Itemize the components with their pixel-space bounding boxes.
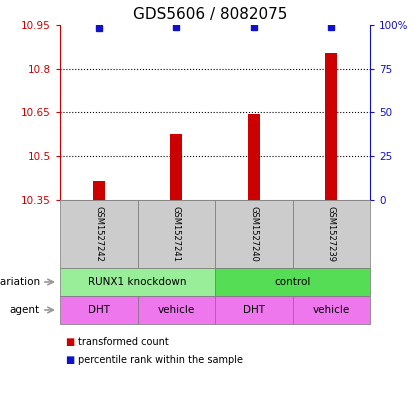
Text: GDS5606 / 8082075: GDS5606 / 8082075 <box>133 7 287 22</box>
Bar <box>326 53 337 200</box>
Text: control: control <box>274 277 311 287</box>
Text: vehicle: vehicle <box>312 305 350 315</box>
Text: GSM1527239: GSM1527239 <box>327 206 336 262</box>
Text: transformed count: transformed count <box>78 337 169 347</box>
Text: genotype/variation: genotype/variation <box>0 277 40 287</box>
Text: DHT: DHT <box>243 305 265 315</box>
Text: GSM1527241: GSM1527241 <box>172 206 181 262</box>
Bar <box>93 181 105 200</box>
Text: ■: ■ <box>65 337 74 347</box>
Text: ■: ■ <box>65 355 74 365</box>
Bar <box>171 134 182 200</box>
Bar <box>248 114 260 200</box>
Text: RUNX1 knockdown: RUNX1 knockdown <box>88 277 187 287</box>
Text: DHT: DHT <box>88 305 110 315</box>
Text: GSM1527240: GSM1527240 <box>249 206 258 262</box>
Text: GSM1527242: GSM1527242 <box>94 206 103 262</box>
Text: percentile rank within the sample: percentile rank within the sample <box>78 355 243 365</box>
Text: vehicle: vehicle <box>158 305 195 315</box>
Text: agent: agent <box>10 305 40 315</box>
